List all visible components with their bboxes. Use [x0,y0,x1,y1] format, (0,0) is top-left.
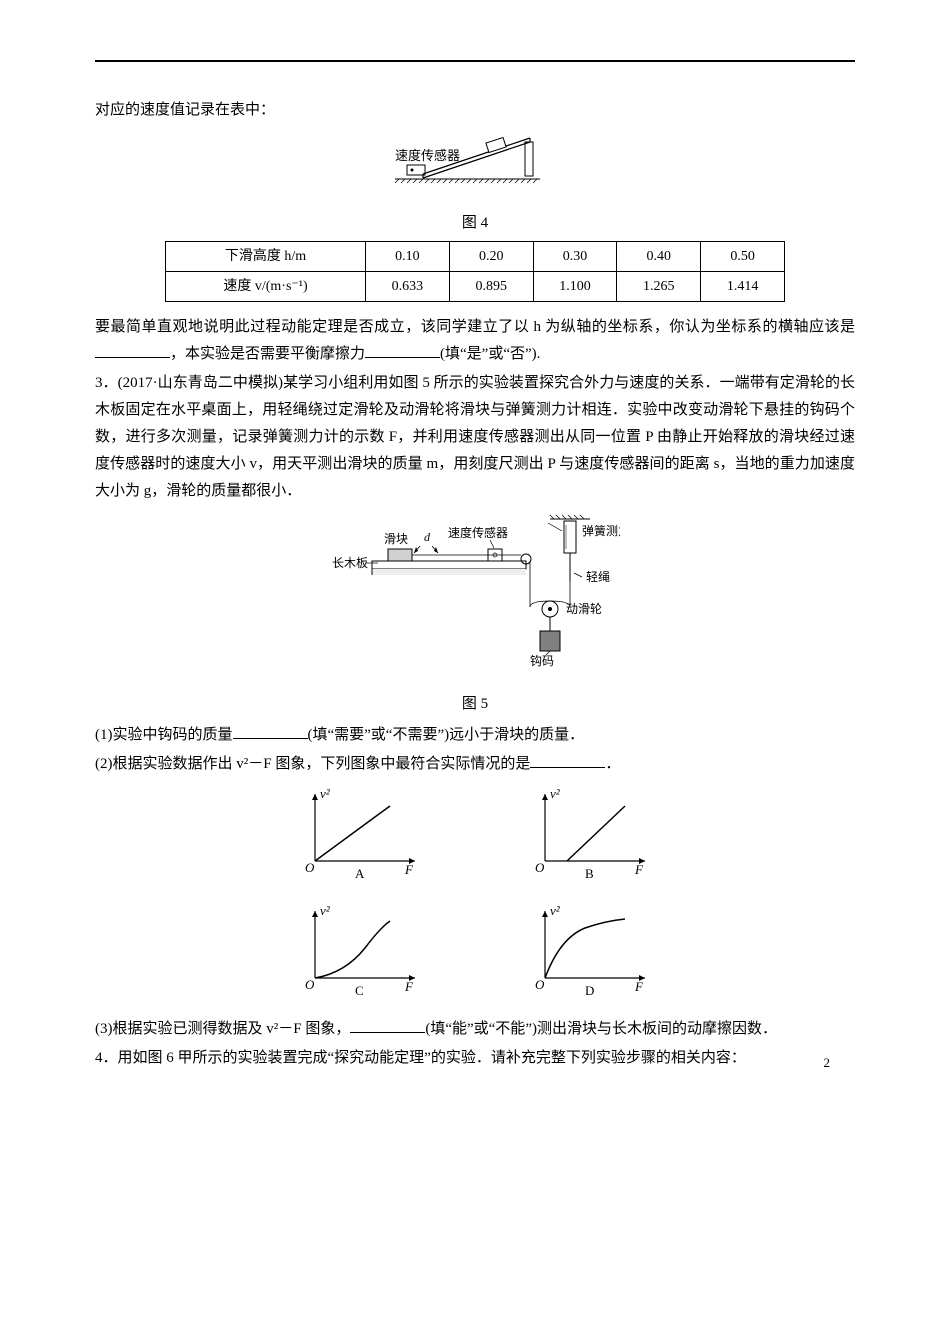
q3-3-part-a: (3)根据实验已测得数据及 v²－F 图象， [95,1021,350,1037]
figure-4: 速度传感器 [95,132,855,202]
figure-5-caption: 图 5 [95,691,855,718]
cell: 1.265 [617,272,701,302]
svg-text:O: O [535,860,545,875]
blank-axis[interactable] [95,343,170,358]
svg-text:v²: v² [550,786,561,801]
cell: 1.100 [533,272,617,302]
question-3-3: (3)根据实验已测得数据及 v²－F 图象， (填“能”或“不能”)测出滑块与长木… [95,1016,855,1043]
svg-text:O: O [305,860,315,875]
rope-label: 轻绳 [586,570,610,584]
svg-text:F: F [404,979,414,994]
svg-text:F: F [634,979,644,994]
graph-a: O v² F A [275,786,445,891]
figure-5: 弹簧测力计 轻绳 长木板 滑块 d 速度传感器 [95,513,855,683]
svg-text:v²: v² [320,903,331,918]
question-4-text: 4．用如图 6 甲所示的实验装置完成“探究动能定理”的实验．请补充完整下列实验步… [95,1045,855,1072]
cell: 0.10 [366,242,450,272]
sensor-label-2: 速度传感器 [448,525,508,540]
svg-text:B: B [585,866,594,881]
cell: 1.414 [701,272,785,302]
question-3-2: (2)根据实验数据作出 v²－F 图象，下列图象中最符合实际情况的是 ． [95,751,855,778]
cell: 0.895 [449,272,533,302]
svg-text:A: A [355,866,365,881]
page-number: 2 [824,1051,831,1074]
blank-can-measure[interactable] [350,1018,425,1033]
row-header-v: 速度 v/(m·s⁻¹) [166,272,366,302]
question-3-intro: 3．(2017·山东青岛二中模拟)某学习小组利用如图 5 所示的实验装置探究合外… [95,370,855,505]
q3-2-part-a: (2)根据实验数据作出 v²－F 图象，下列图象中最符合实际情况的是 [95,756,530,772]
document-body: 对应的速度值记录在表中： 速度传感器 [95,97,855,1072]
svg-text:O: O [305,977,315,992]
q2-part1: 要最简单直观地说明此过程动能定理是否成立，该同学建立了以 h 为纵轴的坐标系，你… [95,319,855,335]
svg-text:F: F [634,862,644,877]
blank-graph-choice[interactable] [530,753,605,768]
svg-text:C: C [355,983,364,998]
graph-options: O v² F A O v² F B [275,786,675,1008]
question-3-1: (1)实验中钩码的质量 (填“需要”或“不需要”)远小于滑块的质量． [95,722,855,749]
d-label: d [424,530,431,544]
ramp-diagram: 速度传感器 [375,132,575,192]
cell: 0.20 [449,242,533,272]
pulley-label: 动滑轮 [566,602,602,616]
spring-label: 弹簧测力计 [582,523,620,538]
cell: 0.30 [533,242,617,272]
cell: 0.40 [617,242,701,272]
header-divider [95,60,855,62]
table-row-velocity: 速度 v/(m·s⁻¹) 0.633 0.895 1.100 1.265 1.4… [166,272,785,302]
cell: 0.633 [366,272,450,302]
table-row-height: 下滑高度 h/m 0.10 0.20 0.30 0.40 0.50 [166,242,785,272]
slider-label: 滑块 [384,532,408,546]
q3-1-part-b: (填“需要”或“不需要”)远小于滑块的质量． [308,727,585,743]
figure-4-caption: 图 4 [95,210,855,237]
svg-text:O: O [535,977,545,992]
q3-2-part-b: ． [605,756,620,772]
board-label: 长木板 [332,556,368,570]
intro-text: 对应的速度值记录在表中： [95,97,855,124]
sensor-label: 速度传感器 [395,148,460,163]
cell: 0.50 [701,242,785,272]
q3-3-part-b: (填“能”或“不能”)测出滑块与长木板间的动摩擦因数． [425,1021,777,1037]
q3-1-part-a: (1)实验中钩码的质量 [95,727,233,743]
data-table: 下滑高度 h/m 0.10 0.20 0.30 0.40 0.50 速度 v/(… [165,241,785,302]
question-2-text: 要最简单直观地说明此过程动能定理是否成立，该同学建立了以 h 为纵轴的坐标系，你… [95,314,855,368]
q2-part3: (填“是”或“否”). [440,346,540,362]
blank-friction[interactable] [365,343,440,358]
svg-text:v²: v² [550,903,561,918]
svg-text:v²: v² [320,786,331,801]
hook-label: 钩码 [530,654,554,668]
graph-c: O v² F C [275,903,445,1008]
svg-text:D: D [585,983,594,998]
q2-part2: ，本实验是否需要平衡摩擦力 [170,346,365,362]
graph-b: O v² F B [505,786,675,891]
row-header-h: 下滑高度 h/m [166,242,366,272]
blank-mass-need[interactable] [233,724,308,739]
apparatus-diagram: 弹簧测力计 轻绳 长木板 滑块 d 速度传感器 [330,513,620,673]
graph-d: O v² F D [505,903,675,1008]
svg-text:F: F [404,862,414,877]
